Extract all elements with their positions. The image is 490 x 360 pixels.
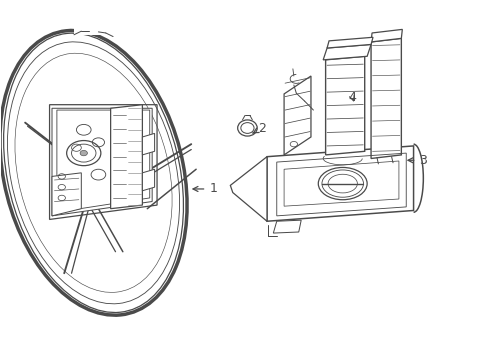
Text: 1: 1 <box>193 183 217 195</box>
Ellipse shape <box>67 140 101 166</box>
Ellipse shape <box>3 33 183 312</box>
Polygon shape <box>371 30 402 42</box>
Polygon shape <box>74 24 113 35</box>
Polygon shape <box>230 157 267 221</box>
Polygon shape <box>273 220 301 233</box>
Polygon shape <box>52 173 81 216</box>
Polygon shape <box>267 146 414 221</box>
Polygon shape <box>327 37 373 48</box>
Polygon shape <box>143 169 155 191</box>
Polygon shape <box>143 134 155 155</box>
Polygon shape <box>371 39 401 158</box>
Text: 2: 2 <box>253 122 266 135</box>
Polygon shape <box>111 105 143 209</box>
Text: 3: 3 <box>408 154 427 167</box>
Ellipse shape <box>80 150 87 156</box>
Ellipse shape <box>238 120 257 136</box>
Polygon shape <box>326 56 365 155</box>
Ellipse shape <box>318 167 367 200</box>
Text: 4: 4 <box>348 91 356 104</box>
Polygon shape <box>52 108 152 216</box>
Polygon shape <box>284 76 311 155</box>
Polygon shape <box>323 44 371 60</box>
